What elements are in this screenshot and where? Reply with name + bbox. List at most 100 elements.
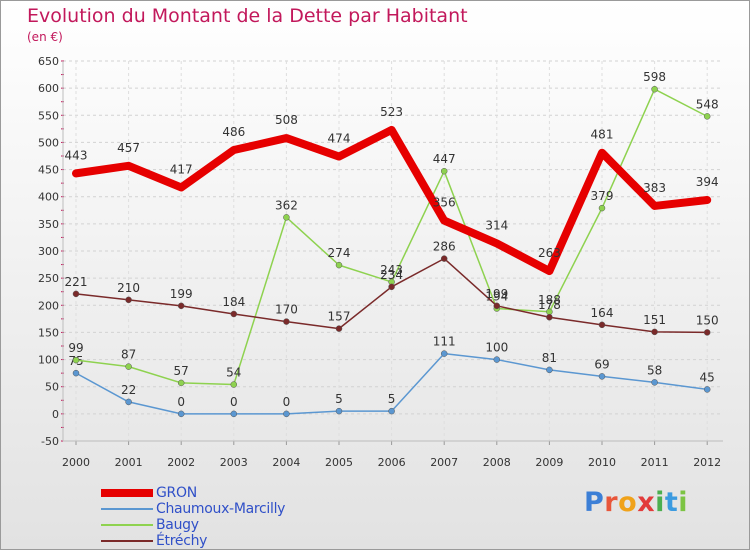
data-point [125, 363, 132, 370]
data-label: 0 [283, 395, 291, 409]
data-label: 508 [275, 113, 298, 127]
data-label: 243 [380, 263, 403, 277]
data-label: 157 [328, 310, 351, 324]
data-point [177, 379, 185, 387]
logo-letter: x [637, 487, 656, 518]
data-label: 57 [174, 364, 189, 378]
chart-subtitle: (en €) [27, 30, 63, 44]
data-label: 5 [388, 392, 396, 406]
data-point [230, 381, 238, 388]
y-tick-label: 50 [45, 381, 59, 394]
x-tick-label: 2003 [220, 456, 248, 469]
data-label: 0 [177, 395, 185, 409]
y-tick-label: 0 [52, 408, 59, 421]
data-point [335, 261, 343, 269]
y-tick-label: 400 [38, 191, 59, 204]
data-label: 100 [485, 341, 508, 355]
legend-label: GRON [156, 485, 197, 501]
data-point [72, 356, 80, 364]
proxiti-logo: Proxiti [584, 487, 688, 518]
legend-item: Baugy [101, 517, 285, 533]
data-label: 150 [696, 313, 719, 327]
data-point [546, 366, 553, 374]
data-label: 481 [591, 128, 614, 142]
data-point [493, 356, 501, 363]
data-label: 164 [591, 306, 614, 320]
data-point [125, 296, 132, 304]
data-point [493, 302, 501, 310]
data-label: 178 [538, 298, 561, 312]
data-label: 45 [700, 370, 715, 384]
legend: GRON Chaumoux-Marcilly Baugy Étréchy [101, 485, 285, 549]
data-label: 356 [433, 196, 456, 210]
x-tick-label: 2010 [588, 456, 616, 469]
data-label: 58 [647, 363, 662, 377]
y-tick-label: 150 [38, 326, 59, 339]
data-point [230, 410, 238, 418]
x-tick-label: 2004 [272, 456, 300, 469]
data-label: 523 [380, 105, 403, 119]
y-tick-label: 650 [38, 55, 59, 68]
data-label: 221 [65, 275, 88, 289]
x-tick-label: 2000 [62, 456, 90, 469]
data-label: 87 [121, 348, 136, 362]
data-label: 394 [696, 175, 719, 189]
y-tick-label: 300 [38, 245, 59, 258]
data-label: 417 [170, 162, 193, 176]
x-tick-label: 2001 [115, 456, 143, 469]
data-label: 99 [68, 341, 83, 355]
data-label: 263 [538, 246, 561, 260]
data-point [177, 410, 185, 418]
legend-swatch [101, 540, 153, 542]
data-point [388, 283, 395, 291]
legend-item: Chaumoux-Marcilly [101, 501, 285, 517]
data-label: 170 [275, 303, 298, 317]
y-tick-label: 250 [38, 272, 59, 285]
data-point [335, 325, 343, 332]
data-point [440, 167, 448, 175]
data-label: 286 [433, 240, 456, 254]
data-label: 111 [433, 335, 456, 349]
data-label: 362 [275, 198, 298, 212]
legend-label: Étréchy [156, 533, 208, 549]
data-label: 457 [117, 141, 140, 155]
data-point [230, 310, 238, 318]
data-point [598, 321, 606, 329]
data-label: 199 [170, 287, 193, 301]
y-tick-label: 100 [38, 354, 59, 367]
data-point [546, 313, 553, 321]
x-tick-label: 2006 [378, 456, 406, 469]
data-point [177, 302, 185, 310]
data-label: 54 [226, 366, 241, 380]
data-label: 184 [222, 295, 245, 309]
chart-title: Evolution du Montant de la Dette par Hab… [27, 5, 468, 27]
logo-letter: i [678, 487, 689, 518]
y-tick-label: 600 [38, 82, 59, 95]
data-label: 447 [433, 152, 456, 166]
data-label: 151 [643, 313, 666, 327]
data-point [335, 407, 343, 415]
data-point [388, 407, 395, 415]
legend-item: Étréchy [101, 533, 285, 549]
legend-label: Chaumoux-Marcilly [156, 501, 286, 517]
y-tick-label: 450 [38, 164, 59, 177]
y-tick-label: -50 [41, 435, 59, 448]
data-label: 234 [380, 268, 403, 282]
data-point [703, 329, 711, 336]
x-tick-label: 2012 [693, 456, 721, 469]
data-label: 210 [117, 281, 140, 295]
data-label: 474 [328, 132, 351, 146]
x-tick-label: 2002 [167, 456, 195, 469]
data-label: 22 [121, 383, 136, 397]
data-label: 379 [591, 189, 614, 203]
data-point [283, 318, 290, 325]
legend-swatch [101, 508, 153, 510]
data-point [440, 350, 448, 357]
data-label: 188 [538, 293, 561, 307]
legend-swatch [101, 524, 153, 526]
data-point [72, 369, 80, 377]
legend-label: Baugy [156, 517, 199, 533]
data-point [651, 379, 658, 386]
